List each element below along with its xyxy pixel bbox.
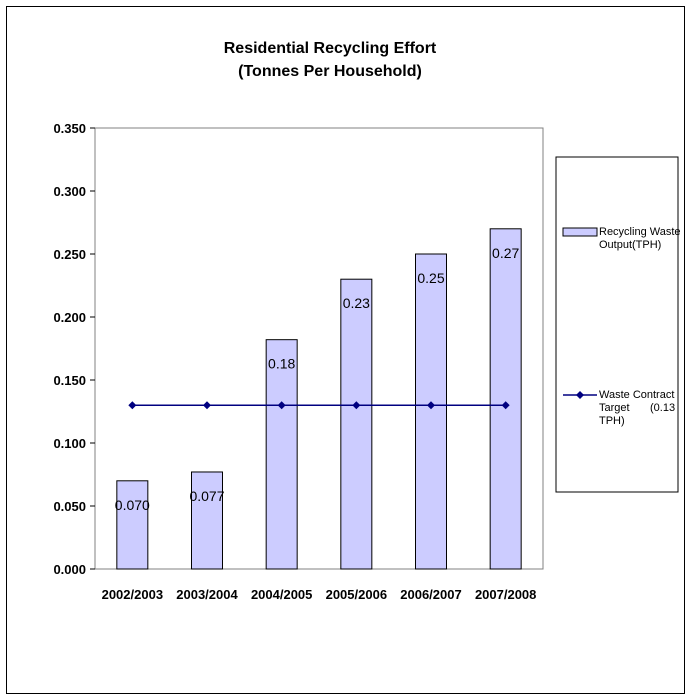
chart-title: Residential Recycling Effort xyxy=(224,40,437,57)
legend-line-label-3: TPH) xyxy=(599,415,625,427)
target-line-point xyxy=(277,401,286,410)
target-line-point xyxy=(128,401,137,410)
bar-data-label: 0.070 xyxy=(115,497,150,513)
x-tick-label: 2002/2003 xyxy=(102,587,163,602)
legend-box xyxy=(555,156,679,493)
x-tick-label: 2006/2007 xyxy=(400,587,461,602)
bar xyxy=(340,278,373,570)
legend: Recycling Waste Output(TPH) Waste Contra… xyxy=(555,156,681,493)
bar xyxy=(191,471,223,570)
target-line-point xyxy=(203,401,211,410)
bar-data-label: 0.18 xyxy=(268,356,295,372)
bar xyxy=(116,480,149,570)
y-tick-label: 0.300 xyxy=(53,184,86,199)
legend-bar-label-1: Recycling Waste xyxy=(599,226,681,238)
target-line-series xyxy=(128,401,510,410)
y-tick-label: 0.250 xyxy=(53,247,86,262)
chart-subtitle: (Tonnes Per Household) xyxy=(238,63,422,80)
legend-bar-swatch xyxy=(562,227,598,237)
x-tick-label: 2007/2008 xyxy=(475,587,536,602)
x-tick-label: 2003/2004 xyxy=(176,587,238,602)
y-tick-label: 0.150 xyxy=(53,373,86,388)
legend-line-label-1: Waste Contract xyxy=(599,389,674,401)
bar-data-label: 0.23 xyxy=(343,295,370,311)
bar-data-label: 0.077 xyxy=(189,488,224,504)
bar-data-label: 0.25 xyxy=(417,270,444,286)
target-line-point xyxy=(427,401,435,410)
y-tick-label: 0.100 xyxy=(53,436,86,451)
legend-line-label-2b: (0.13 xyxy=(650,402,675,414)
x-tick-label: 2005/2006 xyxy=(326,587,387,602)
bar xyxy=(415,253,447,570)
bar-data-label: 0.27 xyxy=(492,245,519,261)
y-tick-label: 0.350 xyxy=(53,121,86,136)
target-line-point xyxy=(501,401,510,410)
target-line-point xyxy=(352,401,361,410)
legend-line-marker xyxy=(576,391,584,399)
x-axis: 2002/2003 2003/2004 2004/2005 2005/2006 2006… xyxy=(102,587,537,602)
bar xyxy=(489,228,522,570)
x-tick-label: 2004/2005 xyxy=(251,587,312,602)
legend-line-label-2a: Target xyxy=(599,402,630,414)
plot-area xyxy=(94,127,544,570)
legend-bar-label-2: Output(TPH) xyxy=(599,239,661,251)
y-tick-label: 0.200 xyxy=(53,310,86,325)
bars: 0.070 0.077 0.18 0.23 0.25 0.27 xyxy=(115,228,522,570)
y-axis: 0.000 0.050 0.100 0.150 0.200 0.250 0.300 0.350 xyxy=(53,121,95,577)
y-tick-label: 0.000 xyxy=(53,562,86,577)
y-tick-label: 0.050 xyxy=(53,499,86,514)
bar xyxy=(265,339,298,570)
